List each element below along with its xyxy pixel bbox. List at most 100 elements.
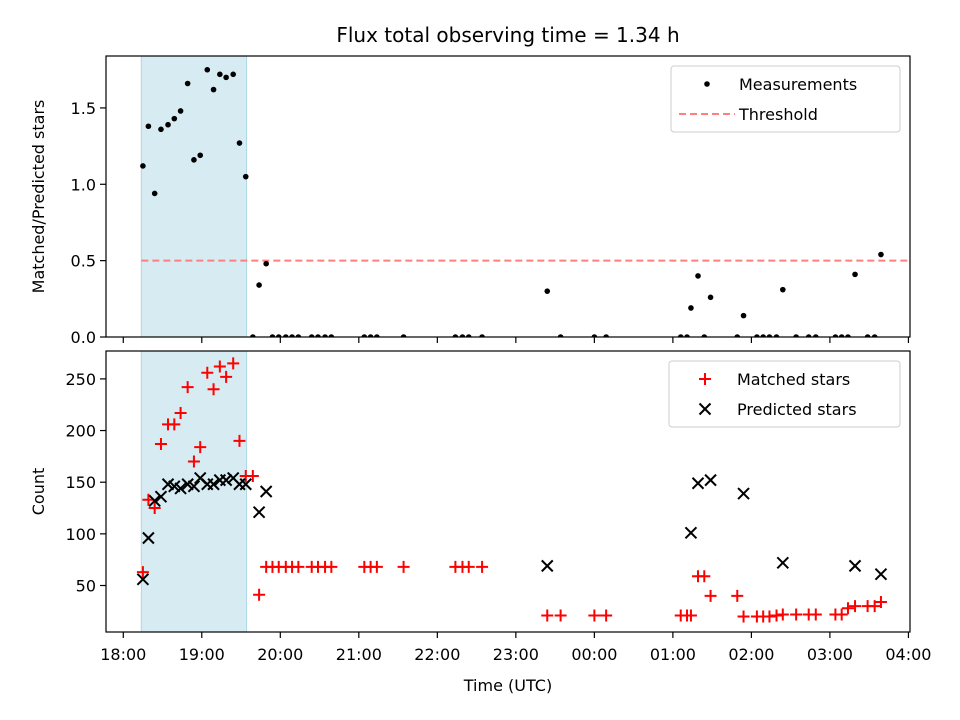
predicted-stars-point — [154, 490, 168, 503]
legend-frame — [670, 65, 901, 133]
matched-stars-point — [201, 366, 214, 379]
matched-stars-point — [704, 589, 717, 602]
legend: Measurements Threshold — [670, 65, 901, 133]
predicted-stars-point — [174, 482, 187, 495]
legend: Matched stars Predicted stars — [668, 360, 901, 428]
predicted-stars-point — [737, 487, 750, 500]
measurement-point — [140, 163, 146, 169]
x-tick-label: 19:00 — [179, 645, 225, 664]
axes-frame — [105, 55, 911, 338]
measurement-point — [308, 334, 315, 337]
matched-stars-point — [207, 383, 220, 396]
measurement-point — [165, 121, 171, 128]
predicted-stars-point — [142, 531, 155, 545]
measurement-point — [878, 251, 884, 258]
measurement-point — [315, 334, 321, 337]
measurement-point — [236, 140, 243, 146]
axes-frame — [105, 350, 911, 633]
matched-stars-point — [737, 610, 750, 623]
measurement-point — [773, 334, 780, 337]
measurement-point — [864, 334, 871, 337]
y-tick-label: 1.0 — [71, 175, 96, 194]
predicted-stars-point — [848, 559, 862, 573]
measurement-point — [217, 71, 223, 78]
measurement-point — [465, 334, 472, 337]
legend-entry-label: Matched stars — [737, 370, 850, 389]
matched-stars-point — [770, 609, 783, 622]
count-panel: 50 100 150 200 250 18:00 19:00 20:00 21:00 22:00 2… — [29, 350, 931, 664]
measurement-point — [812, 334, 819, 337]
measurement-point — [832, 334, 839, 337]
measurement-point — [242, 173, 249, 180]
measurement-point — [459, 334, 466, 337]
measurement-point — [740, 312, 747, 319]
predicted-stars-point — [776, 556, 790, 569]
legend-entry-label: Predicted stars — [737, 400, 857, 419]
matched-stars-point — [841, 602, 854, 615]
matched-stars-point — [397, 560, 410, 573]
matched-stars-point — [588, 609, 601, 622]
measurement-point — [707, 294, 714, 301]
x-tick-label: 22:00 — [414, 645, 460, 664]
matched-stars-point — [776, 608, 789, 621]
predicted-stars-point — [252, 505, 266, 519]
matched-stars-point — [246, 470, 259, 483]
measurement-point — [780, 286, 786, 293]
measurement-point — [684, 334, 690, 337]
predicted-stars-point — [187, 480, 201, 493]
measurement-point — [275, 334, 282, 337]
predicted-stars-point — [259, 485, 273, 498]
measurement-point — [479, 334, 485, 337]
measurement-point — [374, 334, 380, 337]
y-tick-label: 0.0 — [71, 328, 96, 347]
measurement-point — [544, 288, 551, 294]
x-tick-label: 02:00 — [728, 645, 774, 664]
measurement-point — [322, 334, 328, 337]
matched-stars-point — [292, 560, 305, 573]
matched-stars-point — [154, 437, 167, 450]
measurement-point — [177, 108, 184, 114]
matched-stars-point — [220, 370, 233, 383]
legend-entry-label: Measurements — [739, 75, 857, 94]
legend-matched-marker — [699, 373, 711, 385]
matched-stars-point — [763, 610, 776, 623]
matched-stars-point — [462, 560, 475, 573]
matched-stars-point — [790, 608, 803, 621]
predicted-stars-point — [684, 526, 698, 540]
measurement-point — [210, 86, 217, 93]
measurement-point — [145, 123, 152, 130]
legend-predicted-marker — [698, 402, 712, 416]
x-tick-label: 20:00 — [257, 645, 303, 664]
matched-stars-point — [325, 560, 338, 573]
x-tick-label: 21:00 — [336, 645, 382, 664]
y-axis-label: Count — [29, 468, 48, 516]
measurement-point — [793, 334, 799, 337]
matched-stars-point — [168, 418, 181, 431]
matched-stars-point — [684, 609, 697, 622]
measurement-point — [734, 334, 741, 337]
measurement-point — [557, 334, 564, 337]
chart-title: Flux total observing time = 1.34 h — [336, 23, 679, 47]
matched-stars-point — [809, 608, 822, 621]
measurement-point — [838, 334, 845, 337]
measurement-point — [845, 334, 851, 337]
measurement-point — [158, 126, 164, 133]
matched-stars-point — [849, 600, 862, 613]
measurement-point — [688, 305, 694, 311]
legend-entry-label: Threshold — [738, 105, 818, 124]
measurement-point — [269, 334, 276, 337]
measurement-point — [591, 334, 598, 337]
measurement-point — [695, 273, 701, 279]
measurement-point — [367, 334, 374, 337]
measurement-point — [452, 334, 459, 337]
x-tick-label: 03:00 — [807, 645, 853, 664]
legend-measurement-marker — [704, 81, 710, 87]
measurement-point — [760, 334, 766, 337]
predicted-stars-point — [239, 478, 252, 491]
y-tick-label: 150 — [65, 473, 96, 492]
measurement-point — [223, 74, 229, 81]
predicted-stars-point — [874, 567, 888, 581]
matched-stars-point — [136, 566, 149, 579]
matched-stars-point — [181, 381, 194, 394]
predicted-stars-point — [704, 473, 717, 487]
